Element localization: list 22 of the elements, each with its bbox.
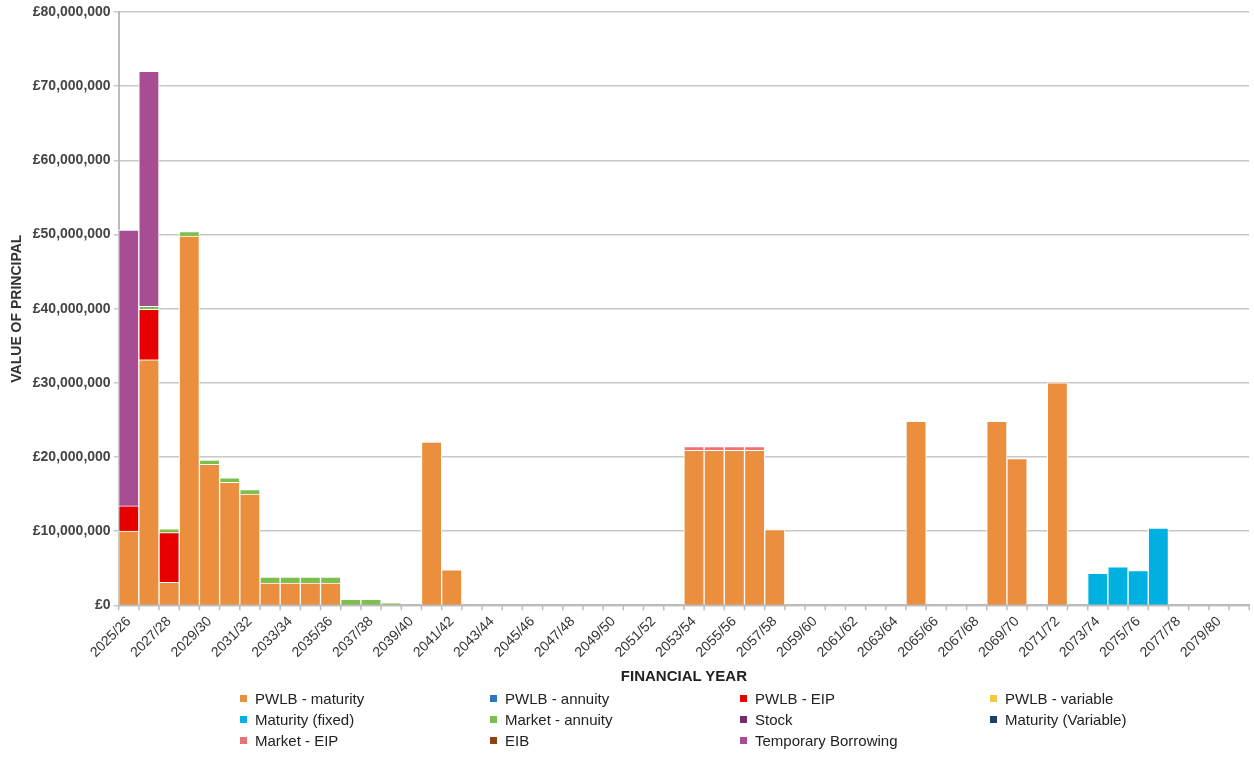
y-tick-label: £60,000,000 [32,151,111,168]
legend-label: Market - annuity [505,711,613,728]
legend-label: PWLB - EIP [755,690,836,707]
legend-label: PWLB - annuity [505,690,610,707]
legend-label: Maturity (Variable) [1005,711,1127,728]
legend-label: Maturity (fixed) [255,711,355,728]
y-tick-label: £40,000,000 [32,299,111,316]
y-tick-label: £10,000,000 [32,522,111,539]
y-tick-label: £70,000,000 [32,77,111,94]
legend-label: Market - EIP [255,732,339,749]
legend-label: PWLB - variable [1005,690,1114,707]
y-tick-label: £0 [95,596,111,613]
legend-label: EIB [505,732,530,749]
x-axis-title: FINANCIAL YEAR [620,667,748,685]
legend-label: PWLB - maturity [255,690,365,707]
legend-label: Temporary Borrowing [755,732,898,749]
legend-label: Stock [755,711,793,728]
y-tick-label: £50,000,000 [32,225,111,242]
y-axis-title: VALUE OF PRINCIPAL [8,234,25,383]
y-tick-label: £30,000,000 [32,373,111,390]
y-tick-label: £20,000,000 [32,447,111,464]
y-tick-label: £80,000,000 [32,2,111,19]
